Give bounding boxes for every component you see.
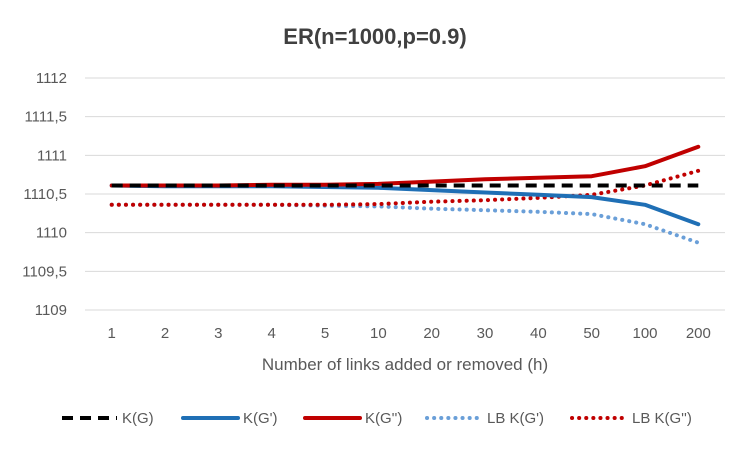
x-tick-label: 4: [267, 325, 275, 342]
y-axis-ticks: 1109 1109,5 1110 1110,5 1111 1111,5 1112: [22, 70, 67, 319]
y-tick-label: 1109,5: [22, 263, 67, 280]
x-tick-label: 5: [321, 325, 329, 342]
x-tick-label: 10: [370, 325, 387, 342]
y-tick-label: 1110,5: [23, 186, 67, 203]
y-tick-label: 1111,5: [24, 109, 67, 126]
x-tick-label: 2: [161, 325, 169, 342]
chart-title: ER(n=1000,p=0.9): [283, 24, 466, 49]
y-tick-label: 1110: [36, 225, 67, 242]
x-tick-label: 30: [477, 325, 494, 342]
y-tick-label: 1111: [37, 147, 67, 164]
x-tick-label: 1: [107, 325, 115, 342]
x-axis-label: Number of links added or removed (h): [262, 355, 548, 374]
series-line-k-g: [109, 144, 701, 188]
legend-label: LB K(G'): [487, 410, 544, 427]
legend-label: K(G): [122, 410, 154, 427]
legend-label: K(G'): [243, 410, 278, 427]
series-line-lb-k-g: [109, 168, 701, 207]
y-tick-label: 1109: [35, 302, 67, 319]
gridlines: [85, 77, 725, 311]
x-tick-label: 20: [423, 325, 440, 342]
legend: K(G) K(G') K(G'') LB K(G') LB K(G''): [62, 410, 692, 427]
x-tick-label: 40: [530, 325, 547, 342]
x-tick-label: 50: [583, 325, 600, 342]
x-axis-ticks: 1 2 3 4 5 10 20 30 40 50 100 200: [107, 325, 710, 342]
legend-label: K(G''): [365, 410, 402, 427]
x-tick-label: 200: [686, 325, 711, 342]
x-tick-label: 3: [214, 325, 222, 342]
x-tick-label: 100: [632, 325, 657, 342]
series-line-k-g: [109, 183, 701, 227]
legend-label: LB K(G''): [632, 410, 692, 427]
y-tick-label: 1112: [36, 70, 67, 87]
series-lines: [109, 144, 701, 245]
series-line-lb-k-g: [109, 202, 701, 245]
